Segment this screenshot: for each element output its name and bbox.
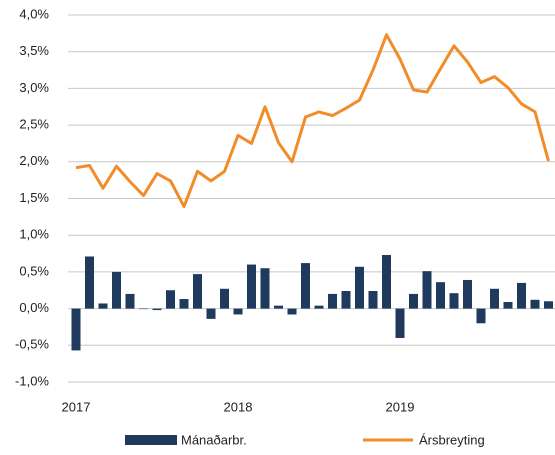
bar [220,288,229,309]
bar [206,308,216,319]
bar [355,266,364,309]
bar [85,256,94,309]
bar [98,303,108,309]
y-tick-label: 3,0% [19,80,49,95]
x-tick-label: 2017 [62,399,91,414]
bar [152,308,162,311]
bar [274,305,283,309]
y-tick-label: 0,5% [19,263,49,278]
bar [341,290,351,309]
bar [139,308,148,310]
legend-label: Ársbreyting [419,432,485,447]
bar [422,271,432,309]
bar [71,308,81,351]
y-tick-label: -0,5% [15,337,49,352]
bar [395,308,405,338]
bar [503,301,513,309]
bar [449,293,459,309]
bar [530,299,540,309]
bar [287,308,297,315]
y-tick-label: 4,0% [19,6,49,21]
y-tick-label: -1,0% [15,373,49,388]
legend-label: Mánaðarbr. [181,432,247,447]
bar [436,282,445,309]
y-tick-label: 1,0% [19,227,49,242]
bar [368,290,378,309]
bar [463,279,472,309]
bar [247,264,256,309]
bar [328,293,337,309]
bar [301,263,310,309]
bar [382,255,391,309]
bar [476,308,486,324]
y-tick-label: 2,0% [19,153,49,168]
bar [409,293,418,309]
y-tick-label: 0,0% [19,300,49,315]
bar [179,299,189,309]
bar [193,274,202,309]
y-tick-label: 2,5% [19,117,49,132]
bar [125,293,135,309]
bar [490,288,499,309]
legend-swatch [125,435,177,445]
bar [544,301,553,309]
line [75,33,550,209]
y-tick-label: 1,5% [19,190,49,205]
bar [314,305,324,309]
bar [233,308,243,315]
bar [517,282,526,309]
y-tick-label: 3,5% [19,43,49,58]
x-tick-label: 2019 [386,399,415,414]
bar [166,290,175,309]
bar [112,271,121,309]
bar [260,268,270,309]
x-tick-label: 2018 [224,399,253,414]
